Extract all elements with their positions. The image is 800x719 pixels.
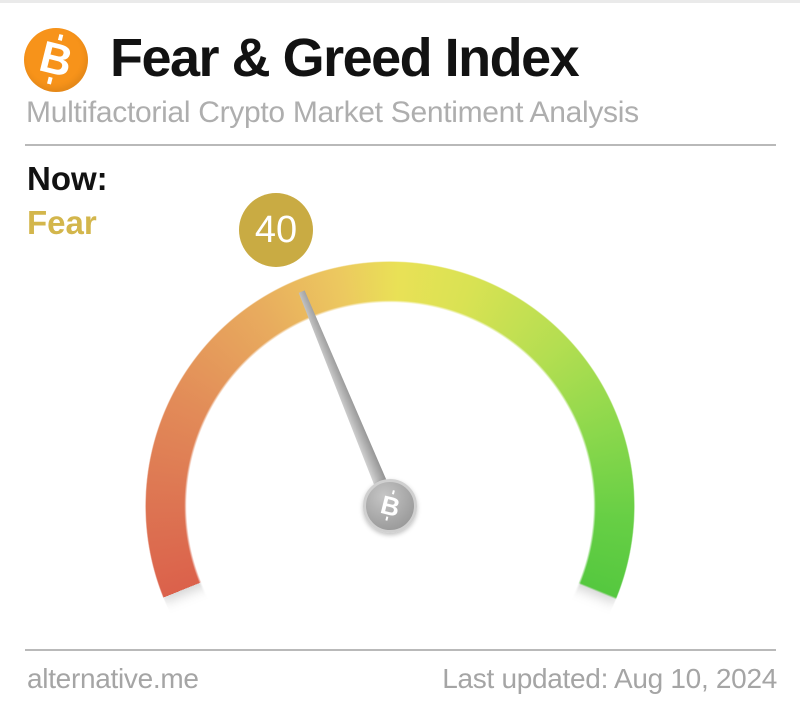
footer-divider (25, 649, 776, 651)
bitcoin-icon: B (377, 489, 403, 523)
now-classification: Fear (27, 204, 97, 241)
gauge-value: 40 (254, 208, 298, 251)
source-link[interactable]: alternative.me (27, 663, 199, 694)
last-updated: Last updated: Aug 10, 2024 (442, 663, 777, 694)
page-title: Fear & Greed Index (110, 28, 580, 88)
gauge-hub: B (363, 479, 417, 533)
gauge-value-badge: 40 (239, 193, 313, 267)
header-divider (25, 144, 776, 146)
page-subtitle: Multifactorial Crypto Market Sentiment A… (26, 96, 639, 129)
top-edge-border (0, 0, 800, 3)
bitcoin-icon: B (34, 31, 78, 88)
now-label: Now: (27, 160, 108, 197)
bitcoin-logo: B (24, 28, 88, 92)
